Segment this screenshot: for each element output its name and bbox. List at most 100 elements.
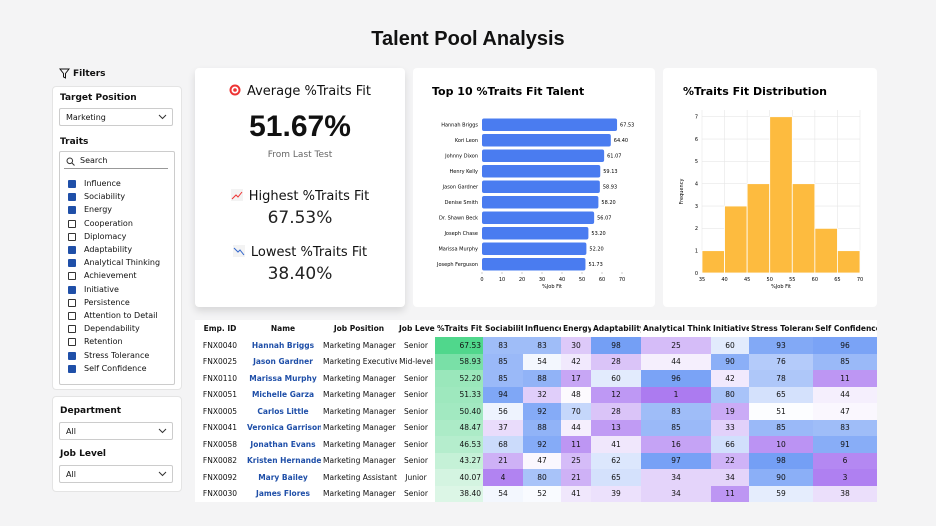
trait-name: Attention to Detail [84,311,158,320]
dropdown-value: All [66,427,76,436]
table-cell: 92 [523,436,561,453]
employee-name[interactable]: Michelle Garza [251,390,315,400]
table-cell: 25 [641,337,711,354]
checkbox[interactable] [68,180,76,188]
table-cell: 38.40 [435,485,483,502]
table-cell: 80 [711,386,749,403]
bar [482,196,599,209]
dropdown[interactable]: Marketing [59,108,173,126]
checkbox[interactable] [68,272,76,281]
column-header: Adaptability [593,324,641,333]
trait-option[interactable]: Retention [68,336,123,348]
table-cell: FNX0092 [202,472,238,482]
table-row: FNX0005 Carlos Little Marketing Manager Sen… [195,403,877,420]
trait-name: Retention [84,337,123,347]
search-input[interactable]: Search [80,156,108,165]
dropdown[interactable]: All [59,465,173,483]
table-cell: 22 [711,452,749,469]
kpi-card: Average %Traits Fit 51.67% From Last Tes… [195,68,405,307]
trait-option[interactable]: Adaptability [68,244,132,256]
checkbox[interactable] [68,325,76,334]
checkbox[interactable] [68,246,76,254]
trait-option[interactable]: Stress Tolerance [68,350,149,362]
checkbox[interactable] [68,232,76,241]
value-label: 67.53 [620,123,634,129]
table-cell: 21 [483,452,523,469]
checkbox[interactable] [68,219,76,228]
table-cell: Senior [404,340,428,350]
employee-name[interactable]: James Flores [256,489,310,499]
trait-option[interactable]: Dependability [68,323,140,335]
trait-option[interactable]: Persistence [68,297,130,309]
table-cell: 67.53 [435,337,483,354]
trait-option[interactable]: Influence [68,178,121,190]
category-label: Johnny Dixon [444,154,478,160]
table-cell: Marketing Manager [323,390,396,400]
table-row: FNX0041 Veronica Garrison Marketing Manage… [195,419,877,436]
checkbox[interactable] [68,206,76,215]
filter-panel: Target Position Marketing Traits Search … [52,86,182,390]
employee-name[interactable]: Jonathan Evans [250,439,316,449]
trait-option[interactable]: Energy [68,204,112,216]
filter-panel: Department All Job Level All [52,396,182,492]
kpi-value: 51.67% [249,110,351,143]
checkbox[interactable] [68,351,76,360]
table-cell: 16 [641,436,711,453]
trait-option[interactable]: Attention to Detail [68,310,158,322]
checkbox[interactable] [68,285,76,294]
chevron [158,114,167,120]
filter-label: Traits [60,137,89,147]
x-tick-label: 10 [499,277,505,283]
table-cell: Marketing Manager [323,423,396,433]
trait-name: Self Confidence [84,363,147,373]
checkbox[interactable] [68,338,76,347]
checkbox[interactable] [68,298,76,307]
table-cell: 48.47 [435,419,483,436]
table-cell: 56 [483,403,523,420]
table-cell: 21 [561,469,591,486]
table-cell: 59 [749,485,813,502]
column-header: Initiative [713,324,749,333]
trait-option[interactable]: Diplomacy [68,231,126,243]
table-cell: 19 [711,403,749,420]
trait-option[interactable]: Cooperation [68,218,133,230]
table-cell: Marketing Manager [323,373,396,383]
table-cell: 40.07 [435,469,483,486]
category-label: Joseph Chase [443,231,478,237]
table-cell: Mid-level [399,357,433,367]
table-cell: Junior [405,472,427,482]
y-tick-label: 4 [695,181,698,187]
trait-option[interactable]: Initiative [68,284,119,296]
table-cell: 96 [641,370,711,387]
table-cell: Senior [404,456,428,466]
table-cell: 68 [483,436,523,453]
employee-name[interactable]: Carlos Little [257,406,309,416]
trait-option[interactable]: Self Confidence [68,363,147,375]
table-cell: 83 [641,403,711,420]
employee-name[interactable]: Kristen Hernandez [247,456,321,466]
trait-option[interactable]: Achievement [68,270,137,282]
x-tick-label: 55 [789,277,795,283]
employee-name[interactable]: Marissa Murphy [249,373,317,383]
x-tick-label: 40 [721,277,727,283]
table-cell: 80 [523,469,561,486]
category-label: Denise Smith [445,200,478,206]
category-label: Henry Kelly [450,169,478,175]
column-header: Sociability [485,324,523,333]
trait-option[interactable]: Sociability [68,191,125,203]
value-label: 58.93 [603,185,617,191]
chart-card: Top 10 %Traits Fit Talent 0 10 20 30 40 50 60 70… [413,68,655,307]
checkbox[interactable] [68,364,76,373]
table-cell: FNX0041 [202,423,238,433]
dropdown[interactable]: All [59,422,173,440]
checkbox[interactable] [68,312,76,320]
employee-name[interactable]: Mary Bailey [258,472,308,482]
employee-name[interactable]: Jason Gardner [253,357,313,367]
employee-name[interactable]: Veronica Garrison [247,423,321,433]
checkbox[interactable] [68,259,76,268]
employee-name[interactable]: Hannah Briggs [251,340,315,350]
trait-option[interactable]: Analytical Thinking [68,257,160,269]
checkbox[interactable] [68,193,76,202]
value-label: 59.13 [603,169,617,175]
table-cell: 96 [813,337,877,354]
